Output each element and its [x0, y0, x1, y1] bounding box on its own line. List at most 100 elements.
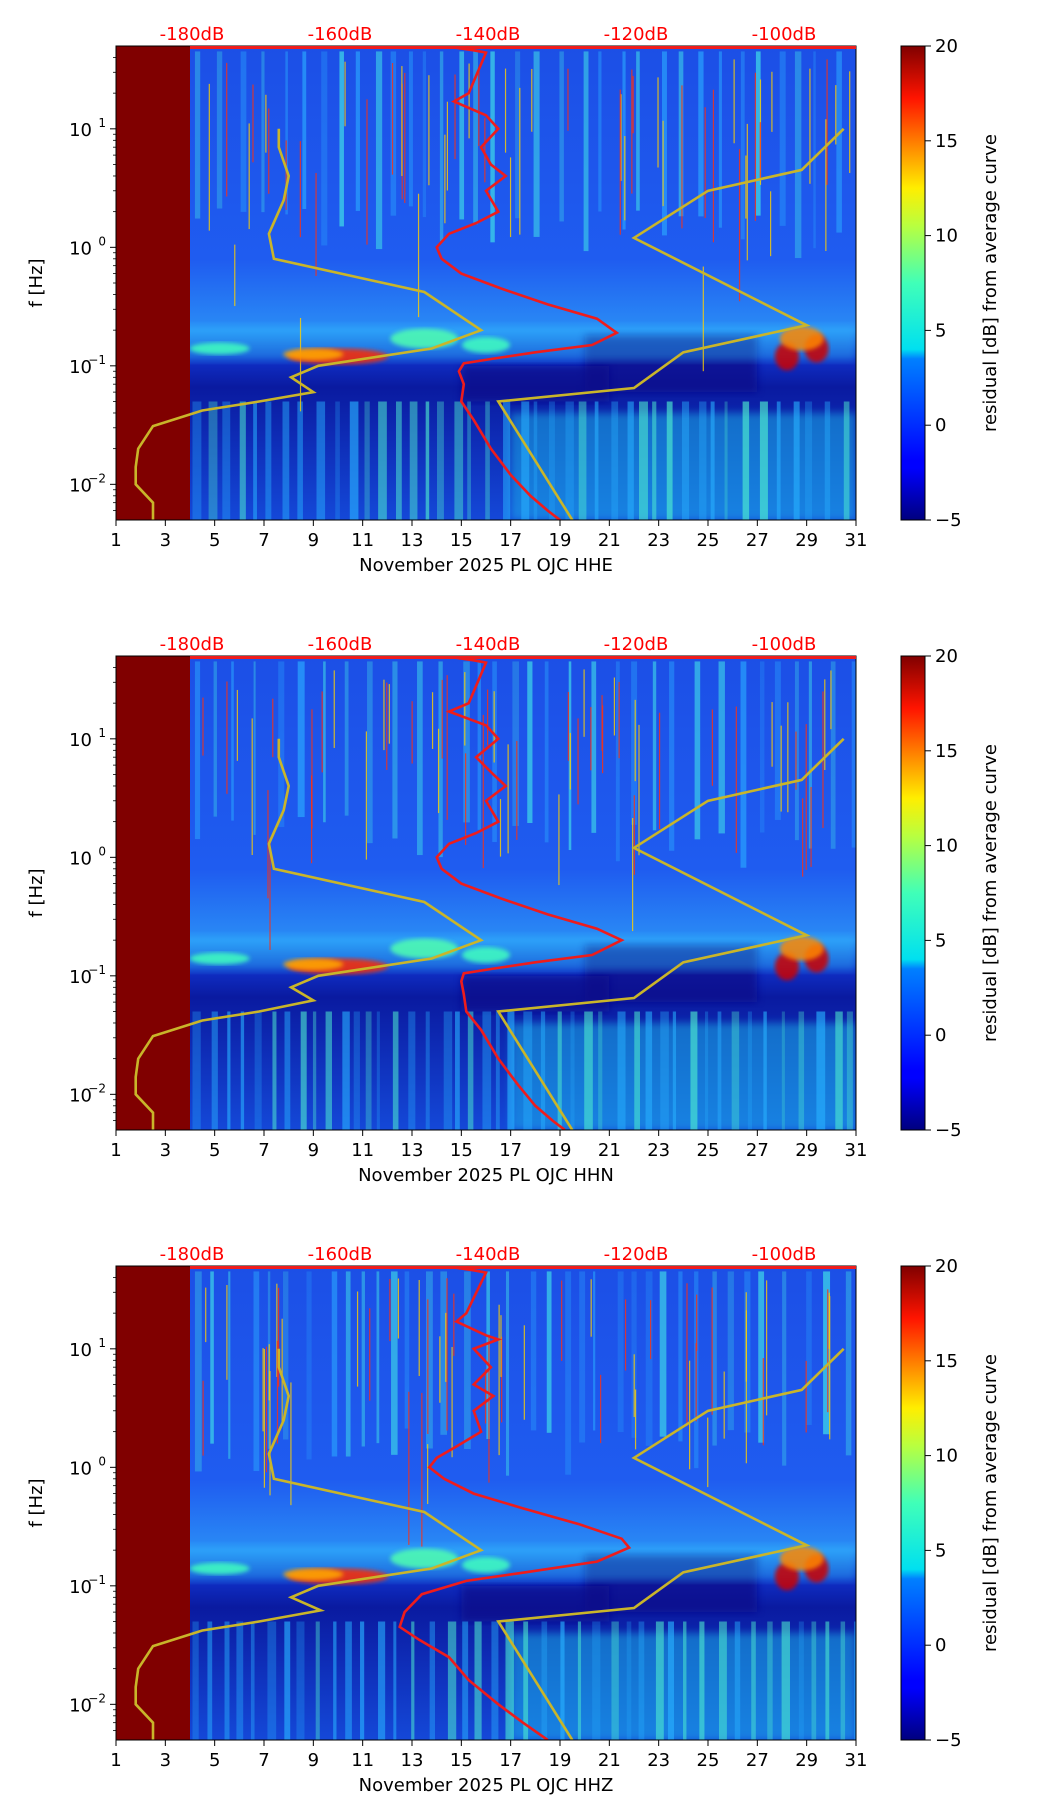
event-stripe	[425, 1271, 433, 1449]
event-stripe	[744, 1271, 751, 1433]
x-tick-label: 1	[110, 1750, 121, 1771]
x-tick-label: 1	[110, 530, 121, 551]
lowfreq-stripe	[411, 1621, 415, 1740]
lowfreq-stripe	[455, 1011, 460, 1130]
lowfreq-stripe	[747, 1011, 752, 1130]
event-stripe	[544, 661, 549, 843]
event-stripe	[417, 661, 423, 856]
event-stripe	[463, 661, 470, 823]
event-stripe	[652, 661, 657, 831]
lowfreq-stripe	[846, 1011, 853, 1130]
colorbar-tick-label: 5	[935, 1540, 946, 1561]
x-tick-label: 5	[209, 530, 220, 551]
event-stripe	[808, 661, 812, 849]
red-curve	[435, 46, 620, 520]
y-tick-label: 10	[69, 1458, 92, 1479]
event-stripe	[583, 51, 589, 252]
lowfreq-stripe	[364, 401, 370, 520]
x-tick-label: 11	[351, 530, 374, 551]
top-db-label: -180dB	[160, 634, 225, 655]
lowfreq-stripe	[224, 1621, 230, 1740]
event-stripe	[830, 661, 836, 849]
y-tick-label: 10	[69, 238, 92, 259]
lowfreq-stripe	[570, 1011, 575, 1130]
colorbar-tick-label: 20	[935, 646, 958, 667]
lowfreq-stripe	[626, 1621, 632, 1740]
top-db-label: -100dB	[752, 1244, 817, 1265]
lowfreq-stripe	[365, 1011, 372, 1130]
event-stripe	[490, 51, 495, 243]
lowfreq-stripe	[254, 1011, 262, 1130]
lowfreq-stripe	[835, 1011, 843, 1130]
x-tick-label: 17	[499, 530, 522, 551]
x-tick-label: 9	[308, 1750, 319, 1771]
event-stripe	[593, 1271, 596, 1431]
lowfreq-stripe	[436, 401, 444, 520]
lowfreq-stripe	[840, 1621, 846, 1740]
lowfreq-stripe	[503, 401, 511, 520]
event-stripe	[283, 1271, 289, 1440]
event-stripe	[661, 51, 667, 236]
lowfreq-stripe	[467, 1011, 474, 1130]
event-stripe	[253, 661, 256, 835]
x-tick-label: 5	[209, 1750, 220, 1771]
event-stripe	[331, 1271, 338, 1457]
energy-hotspot	[462, 946, 510, 963]
lowfreq-stripe	[523, 1011, 533, 1130]
lowfreq-stripe	[843, 401, 850, 520]
event-stripe	[473, 51, 478, 225]
lowfreq-stripe	[645, 1011, 653, 1130]
colorbar-tick-label: 0	[935, 1025, 946, 1046]
energy-hotspot	[779, 326, 824, 351]
yellow-curve	[134, 1348, 484, 1740]
yellow-curve	[134, 128, 484, 520]
energy-hotspot	[390, 938, 459, 959]
lowfreq-stripe	[222, 401, 231, 520]
lowfreq-stripe	[781, 1621, 790, 1740]
lowfreq-stripe	[577, 1621, 582, 1740]
event-stripe	[530, 1271, 537, 1431]
energy-hotspot	[283, 958, 344, 971]
lowfreq-stripe	[253, 401, 257, 520]
lowfreq-stripe	[699, 1621, 705, 1740]
x-tick-label: 27	[746, 530, 769, 551]
y-tick-exponent: −2	[88, 1691, 106, 1705]
lowfreq-stripe	[763, 1011, 767, 1130]
event-stripe	[645, 1271, 653, 1446]
energy-hotspot	[189, 952, 250, 965]
event-stripe	[758, 1271, 765, 1443]
x-tick-label: 25	[697, 530, 720, 551]
event-stripe	[782, 1271, 787, 1466]
x-tick-label: 29	[795, 1750, 818, 1771]
lowfreq-stripe	[284, 1011, 291, 1130]
lowfreq-stripe	[491, 1621, 499, 1740]
event-stripe	[375, 51, 383, 250]
lowfreq-stripe	[592, 1621, 601, 1740]
lowfreq-stripe	[208, 401, 218, 520]
event-stripe	[527, 661, 533, 823]
lowfreq-stripe	[393, 1621, 397, 1740]
event-stripe	[253, 1271, 260, 1472]
lowfreq-stripe	[742, 401, 750, 520]
event-stripe	[515, 51, 521, 219]
x-tick-label: 29	[795, 1140, 818, 1161]
lowfreq-stripe	[392, 1011, 399, 1130]
event-stripe	[806, 1271, 812, 1425]
event-stripe	[631, 661, 638, 825]
lowfreq-stripe	[652, 401, 657, 520]
y-tick-label: 10	[69, 357, 92, 378]
lowfreq-stripe	[805, 401, 813, 520]
x-axis-label: November 2025 PL OJC HHZ	[359, 1775, 614, 1796]
lowfreq-stripe	[627, 401, 634, 520]
x-tick-label: 13	[401, 1750, 424, 1771]
colorbar-tick-label: −5	[935, 1730, 962, 1751]
y-tick-exponent: −2	[88, 471, 106, 485]
event-stripe	[367, 661, 373, 844]
y-tick-exponent: 1	[98, 1336, 106, 1350]
colorbar-tick-label: 20	[935, 1256, 958, 1277]
lowfreq-stripe	[192, 1011, 201, 1130]
event-stripe	[194, 661, 201, 840]
x-tick-label: 7	[258, 1750, 269, 1771]
y-axis-label: f [Hz]	[26, 1478, 47, 1527]
